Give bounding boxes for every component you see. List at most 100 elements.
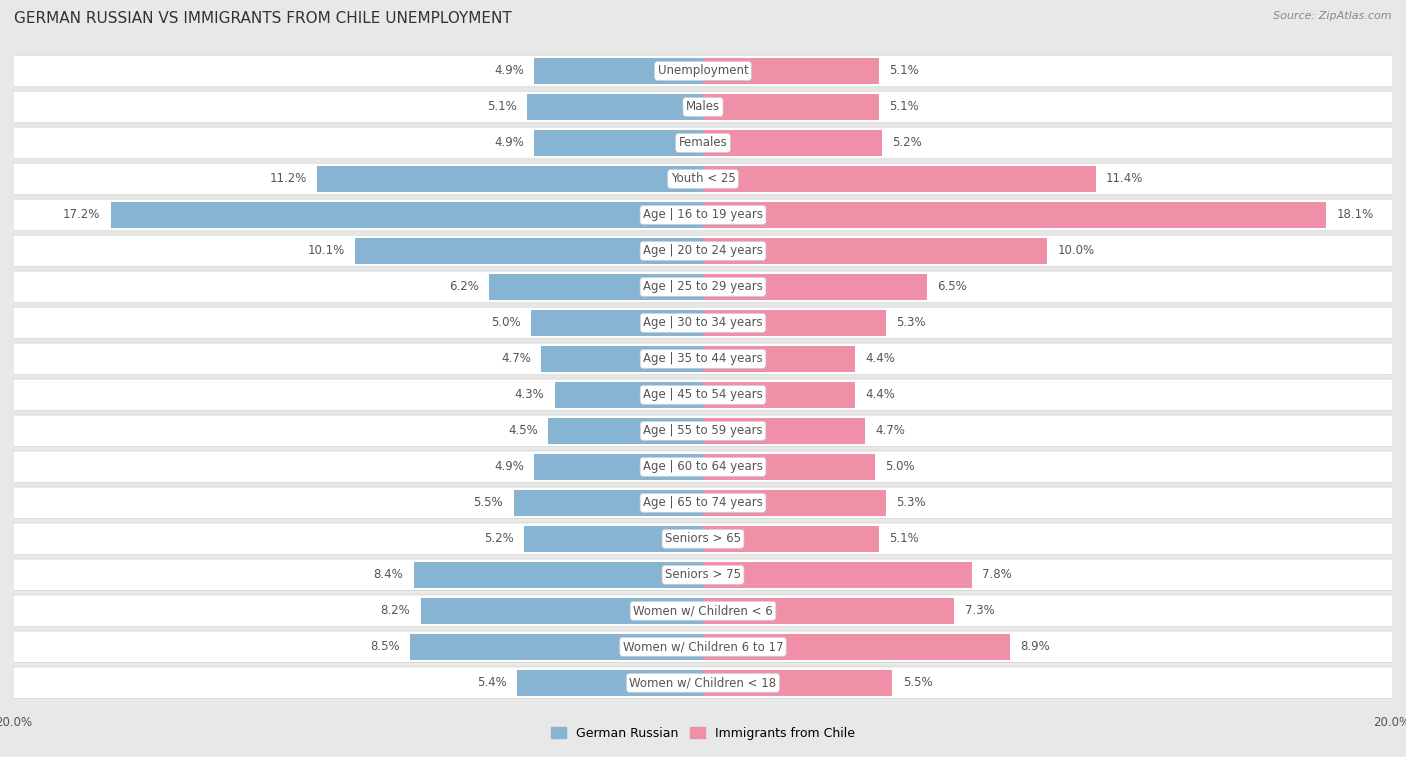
Text: 18.1%: 18.1% <box>1337 208 1374 222</box>
Text: 5.1%: 5.1% <box>488 101 517 114</box>
Bar <box>703 418 865 444</box>
Bar <box>527 94 703 120</box>
FancyBboxPatch shape <box>13 163 1393 195</box>
Text: 8.2%: 8.2% <box>381 604 411 617</box>
Text: Women w/ Children < 18: Women w/ Children < 18 <box>630 676 776 690</box>
Text: Age | 30 to 34 years: Age | 30 to 34 years <box>643 316 763 329</box>
Text: 5.5%: 5.5% <box>474 497 503 509</box>
Text: 8.9%: 8.9% <box>1019 640 1050 653</box>
Text: Women w/ Children 6 to 17: Women w/ Children 6 to 17 <box>623 640 783 653</box>
Bar <box>703 382 855 408</box>
Bar <box>531 310 703 336</box>
Text: 6.5%: 6.5% <box>938 280 967 294</box>
Text: 4.5%: 4.5% <box>508 425 537 438</box>
Text: 4.9%: 4.9% <box>494 136 524 149</box>
FancyBboxPatch shape <box>13 271 1393 303</box>
Text: Age | 16 to 19 years: Age | 16 to 19 years <box>643 208 763 222</box>
FancyBboxPatch shape <box>13 559 1393 590</box>
Text: 11.4%: 11.4% <box>1107 173 1143 185</box>
FancyBboxPatch shape <box>13 595 1393 627</box>
Bar <box>534 58 703 84</box>
Text: 4.3%: 4.3% <box>515 388 544 401</box>
FancyBboxPatch shape <box>13 379 1393 411</box>
Bar <box>548 418 703 444</box>
Text: 7.3%: 7.3% <box>965 604 994 617</box>
Bar <box>703 634 1010 660</box>
Text: Youth < 25: Youth < 25 <box>671 173 735 185</box>
Text: 10.1%: 10.1% <box>308 245 344 257</box>
Text: 4.7%: 4.7% <box>875 425 905 438</box>
Bar <box>111 202 703 228</box>
Text: Age | 35 to 44 years: Age | 35 to 44 years <box>643 353 763 366</box>
Text: 5.4%: 5.4% <box>477 676 506 690</box>
Text: Age | 65 to 74 years: Age | 65 to 74 years <box>643 497 763 509</box>
Bar <box>703 310 886 336</box>
Text: 5.1%: 5.1% <box>889 532 918 545</box>
FancyBboxPatch shape <box>13 487 1393 519</box>
Bar <box>534 454 703 480</box>
Text: 8.4%: 8.4% <box>374 569 404 581</box>
Bar <box>555 382 703 408</box>
Text: 5.3%: 5.3% <box>896 497 925 509</box>
Text: 5.5%: 5.5% <box>903 676 932 690</box>
Text: 4.7%: 4.7% <box>501 353 531 366</box>
Bar <box>703 562 972 587</box>
FancyBboxPatch shape <box>13 343 1393 375</box>
Bar <box>703 274 927 300</box>
Text: GERMAN RUSSIAN VS IMMIGRANTS FROM CHILE UNEMPLOYMENT: GERMAN RUSSIAN VS IMMIGRANTS FROM CHILE … <box>14 11 512 26</box>
FancyBboxPatch shape <box>13 523 1393 555</box>
Text: 4.4%: 4.4% <box>865 353 894 366</box>
Bar <box>517 670 703 696</box>
FancyBboxPatch shape <box>13 55 1393 87</box>
Text: 10.0%: 10.0% <box>1057 245 1095 257</box>
Text: Age | 20 to 24 years: Age | 20 to 24 years <box>643 245 763 257</box>
Text: Seniors > 65: Seniors > 65 <box>665 532 741 545</box>
Bar <box>420 598 703 624</box>
Bar <box>703 670 893 696</box>
Bar <box>703 238 1047 264</box>
FancyBboxPatch shape <box>13 667 1393 699</box>
Text: 4.9%: 4.9% <box>494 64 524 77</box>
Bar <box>534 130 703 156</box>
Text: Females: Females <box>679 136 727 149</box>
FancyBboxPatch shape <box>13 235 1393 266</box>
Text: 5.0%: 5.0% <box>491 316 520 329</box>
Text: Males: Males <box>686 101 720 114</box>
Bar <box>524 526 703 552</box>
Text: 5.1%: 5.1% <box>889 64 918 77</box>
FancyBboxPatch shape <box>13 91 1393 123</box>
Text: Source: ZipAtlas.com: Source: ZipAtlas.com <box>1274 11 1392 21</box>
Text: Age | 55 to 59 years: Age | 55 to 59 years <box>643 425 763 438</box>
FancyBboxPatch shape <box>13 415 1393 447</box>
Text: Age | 60 to 64 years: Age | 60 to 64 years <box>643 460 763 473</box>
Bar <box>703 202 1326 228</box>
Bar <box>411 634 703 660</box>
Bar <box>513 490 703 516</box>
Text: 5.2%: 5.2% <box>893 136 922 149</box>
Bar <box>703 130 882 156</box>
FancyBboxPatch shape <box>13 631 1393 662</box>
Bar <box>703 454 875 480</box>
Text: Women w/ Children < 6: Women w/ Children < 6 <box>633 604 773 617</box>
FancyBboxPatch shape <box>13 307 1393 338</box>
Text: Age | 25 to 29 years: Age | 25 to 29 years <box>643 280 763 294</box>
Bar <box>703 166 1095 192</box>
Text: 11.2%: 11.2% <box>270 173 307 185</box>
FancyBboxPatch shape <box>13 451 1393 483</box>
Text: 5.3%: 5.3% <box>896 316 925 329</box>
Bar <box>703 58 879 84</box>
Text: Unemployment: Unemployment <box>658 64 748 77</box>
Text: Age | 45 to 54 years: Age | 45 to 54 years <box>643 388 763 401</box>
Bar <box>318 166 703 192</box>
Text: 4.9%: 4.9% <box>494 460 524 473</box>
Bar <box>413 562 703 587</box>
Bar <box>541 346 703 372</box>
Bar <box>356 238 703 264</box>
Bar <box>703 94 879 120</box>
Text: 5.1%: 5.1% <box>889 101 918 114</box>
Text: 5.2%: 5.2% <box>484 532 513 545</box>
Text: 6.2%: 6.2% <box>450 280 479 294</box>
Text: 7.8%: 7.8% <box>981 569 1012 581</box>
Legend: German Russian, Immigrants from Chile: German Russian, Immigrants from Chile <box>546 722 860 745</box>
FancyBboxPatch shape <box>13 127 1393 159</box>
